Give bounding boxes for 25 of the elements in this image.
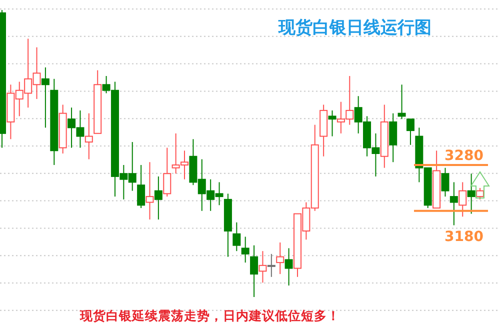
candlestick — [398, 84, 406, 120]
annotation: 3280 — [444, 148, 484, 164]
candlestick — [267, 253, 276, 278]
candlestick — [406, 118, 414, 146]
candlestick — [163, 147, 172, 198]
candlestick — [41, 66, 50, 128]
candlestick — [84, 112, 93, 160]
candlestick — [250, 244, 258, 298]
candlestick — [154, 176, 162, 220]
candlestick — [441, 167, 450, 198]
candlestick — [258, 250, 267, 284]
candlestick — [276, 242, 284, 275]
candlestick — [458, 182, 467, 218]
candlestick — [467, 173, 476, 214]
text: 现货白银延续震荡走势，日内建议低位短多！ — [79, 308, 340, 323]
candlestick — [450, 182, 458, 226]
text: 现货白银日线运行图 — [278, 18, 432, 38]
candlestick — [137, 164, 146, 209]
candlestick — [328, 110, 336, 137]
candlestick — [284, 248, 293, 286]
candlestick — [389, 112, 398, 163]
candlestick — [232, 222, 241, 252]
annotation: 3180 — [444, 228, 484, 245]
candlestick — [241, 236, 250, 264]
candlestick — [146, 162, 154, 220]
